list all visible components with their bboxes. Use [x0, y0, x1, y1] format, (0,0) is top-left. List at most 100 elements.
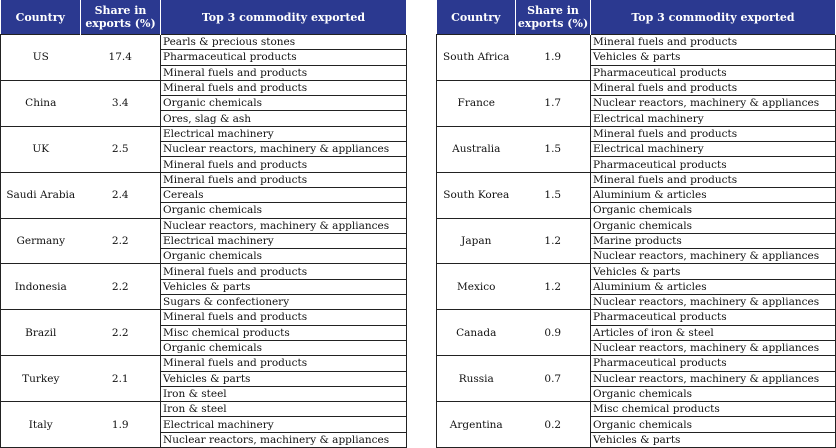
table-row: South Korea 1.5 Mineral fuels and products — [436, 171, 836, 219]
commodity-cell: Nuclear reactors, machinery & appliances — [590, 248, 836, 265]
commodity-cell: Aluminium & articles — [590, 186, 836, 204]
country-cell: US — [0, 34, 81, 81]
commodity-cell: Mineral fuels and products — [590, 125, 836, 143]
table-row: Mexico 1.2 Vehicles & parts — [436, 263, 836, 311]
share-cell: 1.5 — [515, 125, 591, 173]
exports-table-right: Country Share in exports (%) Top 3 commodi… — [436, 0, 836, 448]
commodity-cell: Electrical machinery — [590, 110, 836, 127]
country-cell: Argentina — [436, 401, 516, 448]
commodity-cell: Pharmaceutical products — [590, 156, 836, 173]
commodity-cell: Ores, slag & ash — [160, 110, 407, 127]
country-cell: Australia — [436, 125, 516, 173]
table-row: Organic chemicals — [437, 416, 836, 433]
commodity-cell: Sugars & confectionery — [160, 294, 407, 311]
commodity-cell: Mineral fuels and products — [590, 79, 836, 97]
country-cell: Indonesia — [0, 263, 81, 311]
table-row: Pharmaceutical products — [437, 64, 836, 81]
table-row: China 3.4 Mineral fuels and products — [0, 79, 407, 127]
commodity-cell: Mineral fuels and products — [160, 156, 407, 173]
table-row: Australia 1.5 Mineral fuels and products — [436, 125, 836, 173]
share-cell: 17.4 — [80, 34, 161, 81]
country-cell: Brazil — [0, 309, 81, 357]
commodity-cell: Mineral fuels and products — [160, 355, 407, 372]
share-cell: 2.4 — [80, 171, 161, 219]
commodity-cell: Mineral fuels and products — [160, 79, 407, 97]
share-cell: 2.1 — [80, 355, 161, 403]
country-cell: Turkey — [0, 355, 81, 403]
share-cell: 1.9 — [515, 34, 591, 81]
commodity-cell: Nuclear reactors, machinery & appliances — [590, 370, 836, 387]
country-cell: South Africa — [436, 34, 516, 81]
share-cell: 1.2 — [515, 217, 591, 265]
commodity-cell: Vehicles & parts — [160, 370, 407, 387]
table-row: Iron & steel — [1, 385, 407, 403]
commodity-cell: Vehicles & parts — [590, 431, 836, 448]
commodity-cell: Electrical machinery — [160, 416, 407, 433]
commodity-cell: Mineral fuels and products — [590, 171, 836, 188]
commodity-cell: Nuclear reactors, machinery & appliances — [160, 431, 407, 448]
commodity-cell: Electrical machinery — [160, 125, 407, 143]
commodity-cell: Misc chemical products — [590, 401, 836, 418]
table-row: Argentina 0.2 Misc chemical products — [436, 401, 836, 448]
country-cell: Mexico — [436, 263, 516, 311]
table-row: US 17.4 Pearls & precious stones — [0, 33, 407, 81]
table-row: Nuclear reactors, machinery & appliances — [437, 339, 836, 357]
commodity-cell: Nuclear reactors, machinery & appliances — [590, 95, 836, 112]
commodity-cell: Electrical machinery — [160, 232, 407, 250]
share-cell: 1.5 — [515, 171, 591, 219]
table-row: Electrical machinery — [1, 416, 407, 433]
commodity-cell: Vehicles & parts — [590, 263, 836, 280]
commodity-cell: Pharmaceutical products — [160, 49, 407, 66]
commodity-cell: Vehicles & parts — [590, 49, 836, 66]
commodity-cell: Misc chemical products — [160, 324, 407, 341]
commodity-cell: Pharmaceutical products — [590, 309, 836, 326]
share-cell: 1.9 — [80, 401, 161, 448]
table-row: France 1.7 Mineral fuels and products — [436, 79, 836, 127]
country-cell: South Korea — [436, 171, 516, 219]
table-row: Misc chemical products — [1, 324, 407, 341]
table-row: Vehicles & parts — [437, 431, 836, 448]
commodity-cell: Iron & steel — [160, 385, 407, 403]
share-cell: 2.2 — [80, 217, 161, 265]
share-cell: 2.2 — [80, 309, 161, 357]
table-row: Organic chemicals — [437, 385, 836, 403]
commodity-cell: Nuclear reactors, machinery & appliances — [590, 339, 836, 357]
header-share: Share in exports (%) — [80, 0, 161, 35]
table-row: Nuclear reactors, machinery & appliances — [437, 95, 836, 112]
country-cell: Canada — [436, 309, 516, 357]
share-cell: 2.5 — [80, 125, 161, 173]
commodity-cell: Vehicles & parts — [160, 278, 407, 296]
table-row: Russia 0.7 Pharmaceutical products — [436, 355, 836, 403]
table-row: Turkey 2.1 Mineral fuels and products — [0, 355, 407, 403]
exports-table-left: Country Share in exports (%) Top 3 commodi… — [0, 0, 407, 448]
table-row: Brazil 2.2 Mineral fuels and products — [0, 309, 407, 357]
commodity-cell: Nuclear reactors, machinery & appliances — [160, 217, 407, 234]
table-row: Organic chemicals — [1, 339, 407, 357]
table-row: Germany 2.2 Nuclear reactors, machinery & … — [0, 217, 407, 265]
commodity-cell: Organic chemicals — [590, 385, 836, 403]
share-cell: 0.9 — [515, 309, 591, 357]
header-commodity: Top 3 commodity exported — [590, 0, 836, 35]
commodity-cell: Organic chemicals — [160, 95, 407, 112]
share-cell: 1.7 — [515, 79, 591, 127]
header-country: Country — [0, 0, 81, 35]
country-cell: China — [0, 79, 81, 127]
table-row: Electrical machinery — [1, 232, 407, 250]
commodity-cell: Organic chemicals — [160, 339, 407, 357]
country-cell: UK — [0, 125, 81, 173]
commodity-cell: Mineral fuels and products — [160, 309, 407, 326]
header-share: Share in exports (%) — [515, 0, 591, 35]
commodity-cell: Mineral fuels and products — [160, 171, 407, 188]
commodity-cell: Pharmaceutical products — [590, 355, 836, 372]
table-row: Nuclear reactors, machinery & appliances — [1, 141, 407, 158]
commodity-cell: Organic chemicals — [590, 217, 836, 234]
commodity-cell: Cereals — [160, 186, 407, 204]
table-row: Indonesia 2.2 Mineral fuels and products — [0, 263, 407, 311]
table-row: Italy 1.9 Iron & steel — [0, 401, 407, 448]
share-cell: 1.2 — [515, 263, 591, 311]
commodity-cell: Organic chemicals — [160, 202, 407, 219]
header-row: Country Share in exports (%) Top 3 commodi… — [0, 0, 407, 35]
share-cell: 0.2 — [515, 401, 591, 448]
table-row: Nuclear reactors, machinery & appliances — [1, 431, 407, 448]
commodity-cell: Mineral fuels and products — [160, 64, 407, 81]
